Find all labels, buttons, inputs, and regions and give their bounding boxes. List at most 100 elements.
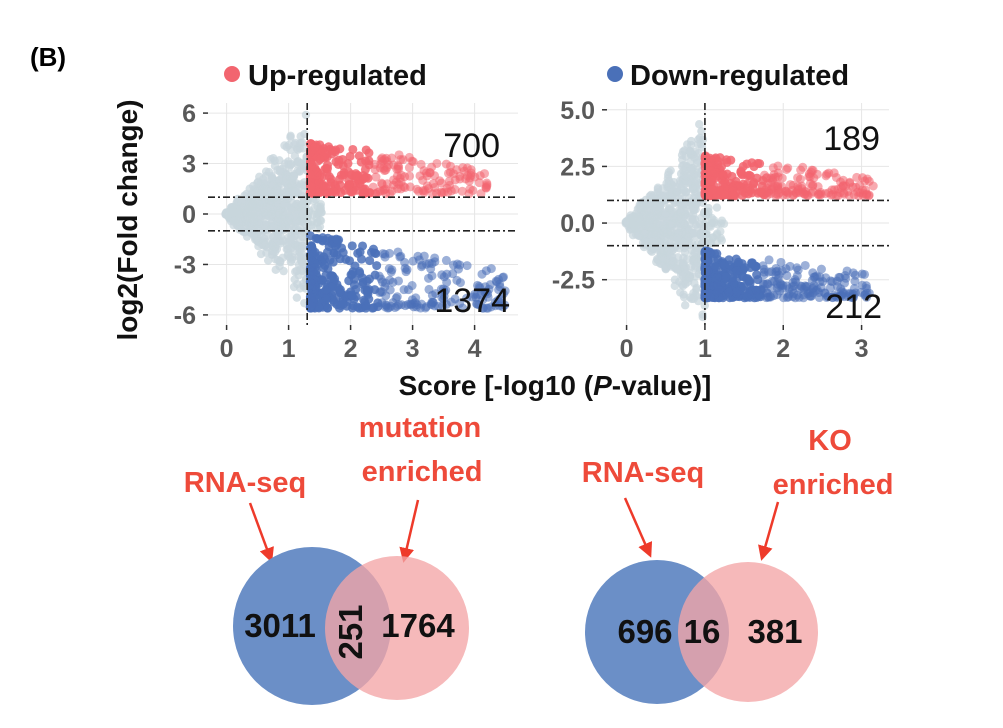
point-background: [299, 282, 308, 291]
point-background: [307, 217, 317, 226]
point-down-regulated: [328, 257, 338, 267]
point-background: [668, 207, 677, 216]
point-background: [249, 230, 259, 240]
point-background: [670, 281, 680, 291]
point-background: [271, 265, 280, 275]
point-down-regulated: [337, 243, 347, 253]
point-down-regulated: [806, 291, 816, 301]
point-down-regulated: [796, 281, 806, 291]
point-down-regulated: [441, 285, 451, 295]
point-up-regulated: [335, 174, 345, 184]
point-down-regulated: [850, 276, 860, 286]
point-background: [661, 209, 670, 218]
legend-up-label: Up-regulated: [248, 60, 427, 92]
y-tick-label: 0: [182, 201, 196, 229]
point-up-regulated: [441, 159, 451, 169]
point-down-regulated: [305, 231, 315, 241]
point-down-regulated: [771, 267, 781, 277]
point-up-regulated: [432, 188, 442, 198]
point-down-regulated: [758, 279, 768, 289]
point-background: [262, 187, 271, 196]
point-background: [285, 214, 294, 223]
point-background: [256, 249, 266, 259]
point-down-regulated: [700, 276, 710, 286]
point-down-regulated: [816, 283, 826, 293]
point-down-regulated: [345, 256, 355, 266]
point-up-regulated: [762, 190, 772, 200]
point-up-regulated: [418, 186, 428, 196]
venn-diagram-1: RNA-seq mutation enriched 3011 251 1764: [184, 412, 482, 705]
point-down-regulated: [363, 287, 373, 297]
point-background: [693, 258, 702, 268]
point-down-regulated: [462, 261, 472, 271]
point-up-regulated: [343, 159, 353, 169]
point-background: [679, 220, 688, 229]
point-background: [273, 255, 283, 265]
point-down-regulated: [721, 272, 731, 282]
point-up-regulated: [394, 162, 404, 172]
point-down-regulated: [380, 282, 390, 292]
point-background: [316, 204, 325, 213]
point-background: [686, 140, 696, 150]
point-background: [249, 214, 259, 224]
point-background: [235, 214, 244, 223]
point-background: [316, 216, 326, 225]
point-down-regulated: [732, 286, 742, 296]
point-down-regulated: [738, 272, 748, 282]
point-background: [695, 120, 704, 129]
y-tick-label: 3: [182, 151, 196, 179]
point-background: [667, 192, 677, 202]
point-down-regulated: [860, 269, 870, 279]
x-tick-label: 2: [344, 335, 358, 363]
x-tick-label: 1: [698, 335, 712, 363]
point-background: [284, 163, 294, 173]
point-background: [660, 191, 669, 200]
volcano-plot-right: 5.0 2.5 0.0 -2.5 0 1 2 3 189 212: [552, 97, 889, 363]
point-up-regulated: [306, 170, 316, 180]
point-down-regulated: [800, 260, 810, 270]
y-tick-label: 5.0: [560, 97, 595, 125]
point-down-regulated: [728, 277, 738, 287]
point-up-regulated: [728, 190, 738, 200]
point-up-regulated: [793, 173, 803, 183]
plot-right-ticks: 5.0 2.5 0.0 -2.5 0 1 2 3: [552, 97, 869, 363]
point-down-regulated: [306, 278, 316, 288]
point-background: [719, 219, 729, 228]
point-down-regulated: [847, 289, 857, 299]
legend-up-marker: [224, 66, 240, 82]
point-background: [640, 208, 649, 217]
plot-left-down-points: [305, 231, 510, 313]
point-up-regulated: [793, 186, 803, 196]
x-axis-title-suffix: -value)]: [612, 370, 712, 401]
venn2-right-label-line2: enriched: [773, 469, 894, 501]
point-down-regulated: [338, 299, 348, 309]
point-down-regulated: [785, 261, 795, 271]
venn1-right-count: 1764: [381, 607, 455, 644]
point-background: [634, 213, 644, 223]
point-background: [673, 233, 682, 243]
legend-up: Up-regulated: [224, 60, 427, 92]
point-up-regulated: [361, 145, 371, 155]
point-background: [668, 256, 677, 266]
point-up-regulated: [742, 159, 752, 169]
venn1-right-circle: [325, 556, 469, 700]
point-up-regulated: [457, 186, 467, 196]
legend-down-marker: [607, 66, 623, 82]
volcano-plot-left: 6 3 0 -3 -6 0 1 2 3 4 700 1374: [174, 100, 518, 363]
point-up-regulated: [861, 185, 871, 195]
point-up-regulated: [345, 151, 355, 161]
point-up-regulated: [707, 176, 717, 186]
point-background: [672, 264, 681, 273]
point-up-regulated: [479, 169, 489, 179]
point-down-regulated: [347, 269, 357, 279]
point-background: [662, 179, 671, 188]
point-background: [285, 225, 294, 235]
point-up-regulated: [706, 158, 716, 168]
point-background: [695, 133, 705, 143]
point-background: [261, 167, 271, 176]
venn1-left-count: 3011: [244, 607, 316, 644]
point-up-regulated: [722, 157, 732, 167]
point-up-regulated: [459, 166, 469, 176]
x-axis-title-prefix: Score [-log10 (: [399, 370, 594, 401]
point-background: [697, 126, 706, 136]
